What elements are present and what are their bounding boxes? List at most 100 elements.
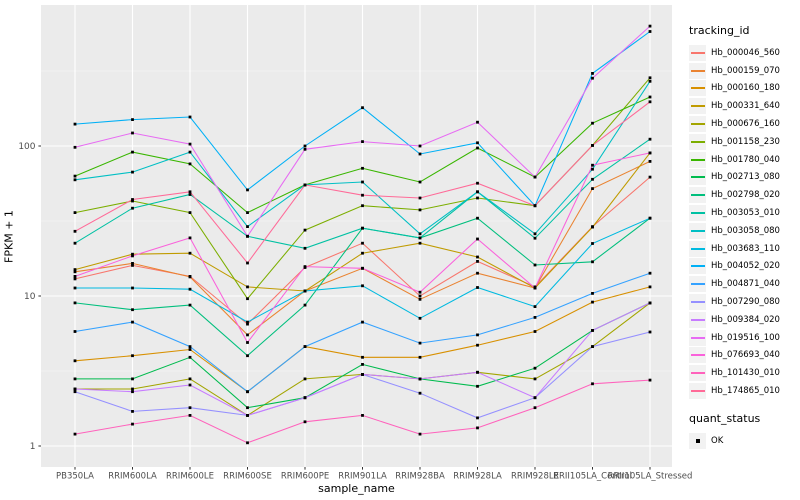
- legend-item-Hb_003683_110: Hb_003683_110: [689, 240, 799, 258]
- data-point: [418, 241, 422, 245]
- data-point: [246, 234, 249, 238]
- data-point: [303, 303, 307, 307]
- data-point: [188, 406, 192, 410]
- data-point: [648, 301, 652, 305]
- data-point: [591, 76, 594, 80]
- legend-item-label: Hb_004052_020: [711, 261, 780, 272]
- x-tick-label: RRIM901LA: [338, 472, 387, 482]
- x-tick-label: RRIM600PE: [281, 472, 329, 482]
- data-point: [591, 72, 594, 75]
- legend-item-label: Hb_001158_230: [711, 136, 780, 147]
- data-point: [476, 190, 479, 194]
- legend-item-label: Hb_019516_100: [711, 332, 780, 343]
- data-point: [533, 396, 537, 400]
- data-point: [188, 287, 192, 291]
- data-point: [591, 187, 594, 190]
- data-point: [131, 199, 134, 203]
- legend-item-Hb_001158_230: Hb_001158_230: [689, 133, 799, 151]
- legend-item-label: Hb_000331_640: [711, 101, 780, 112]
- data-point: [246, 188, 249, 192]
- data-point: [361, 373, 364, 376]
- legend-item-label: Hb_000046_560: [711, 47, 780, 58]
- legend-title: tracking_id: [689, 24, 750, 37]
- legend-key: [689, 222, 706, 239]
- data-point: [246, 354, 249, 358]
- legend-key: [689, 294, 706, 311]
- x-tick-label: RRIM600LA: [108, 472, 157, 482]
- data-point: [648, 175, 652, 179]
- x-tick-label: RRIM928LE: [511, 472, 559, 482]
- legend-key: [689, 133, 706, 150]
- x-tick-label: RRIM600LE: [166, 472, 214, 482]
- data-point: [418, 377, 422, 381]
- data-point: [591, 382, 594, 386]
- data-point: [361, 266, 364, 270]
- data-point: [131, 286, 134, 290]
- data-point: [418, 297, 422, 301]
- data-point: [73, 241, 77, 245]
- legend-swatch-line: [690, 372, 705, 375]
- legend-key: [689, 151, 706, 168]
- data-point: [648, 378, 652, 382]
- data-point: [361, 363, 364, 366]
- legend-key: [689, 205, 706, 222]
- legend-swatch-line: [690, 176, 705, 179]
- legend-item-label: Hb_000676_160: [711, 119, 780, 130]
- y-tick-label: 1: [30, 442, 36, 452]
- x-tick-label: PB350LA: [56, 472, 94, 482]
- data-point: [648, 76, 652, 80]
- data-point: [303, 183, 307, 187]
- data-point: [73, 270, 77, 274]
- data-point: [648, 330, 652, 334]
- data-point: [131, 150, 134, 154]
- legend-item-Hb_174865_010: Hb_174865_010: [689, 382, 799, 400]
- data-point: [533, 406, 537, 410]
- legend-swatch-line: [690, 265, 705, 268]
- legend-swatch-line: [690, 247, 705, 250]
- data-point: [73, 277, 77, 281]
- data-point: [361, 106, 364, 110]
- data-point: [361, 166, 364, 170]
- legend-item-label: Hb_001780_040: [711, 154, 780, 165]
- data-point: [246, 320, 249, 324]
- data-point: [648, 95, 652, 99]
- data-point: [648, 100, 652, 104]
- data-point: [361, 284, 364, 288]
- legend-swatch-line: [690, 140, 705, 143]
- data-point: [648, 160, 652, 163]
- x-tick-label: RRII105LA_Stressed: [608, 472, 693, 482]
- data-point: [533, 330, 537, 333]
- data-point: [188, 275, 192, 279]
- data-point: [591, 225, 594, 229]
- legend-item-label: OK: [711, 435, 724, 446]
- legend-item-Hb_000159_070: Hb_000159_070: [689, 62, 799, 80]
- legend-swatch-line: [690, 123, 705, 126]
- data-point: [361, 140, 364, 143]
- data-point: [188, 150, 192, 154]
- data-point: [476, 146, 479, 150]
- legend-item-label: Hb_003058_080: [711, 225, 780, 236]
- data-point: [73, 275, 77, 278]
- data-point: [188, 348, 192, 351]
- data-point: [591, 177, 594, 181]
- data-point: [476, 384, 479, 388]
- data-point: [131, 118, 134, 121]
- x-tick-label: RRIM928BA: [395, 472, 445, 482]
- data-point: [476, 343, 479, 347]
- data-point: [648, 216, 652, 220]
- data-point: [131, 422, 134, 426]
- data-point: [648, 271, 652, 275]
- data-point: [73, 268, 77, 271]
- legend-key: [689, 276, 706, 293]
- data-point: [361, 180, 364, 184]
- legend-item-Hb_101430_010: Hb_101430_010: [689, 364, 799, 382]
- legend-item-label: Hb_174865_010: [711, 386, 780, 397]
- legend-item-label: Hb_076693_040: [711, 350, 780, 361]
- legend-item-label: Hb_007290_080: [711, 297, 780, 308]
- legend-item-label: Hb_000160_180: [711, 83, 780, 94]
- data-point: [476, 237, 479, 241]
- data-point: [591, 167, 594, 171]
- legend-item-Hb_000160_180: Hb_000160_180: [689, 80, 799, 98]
